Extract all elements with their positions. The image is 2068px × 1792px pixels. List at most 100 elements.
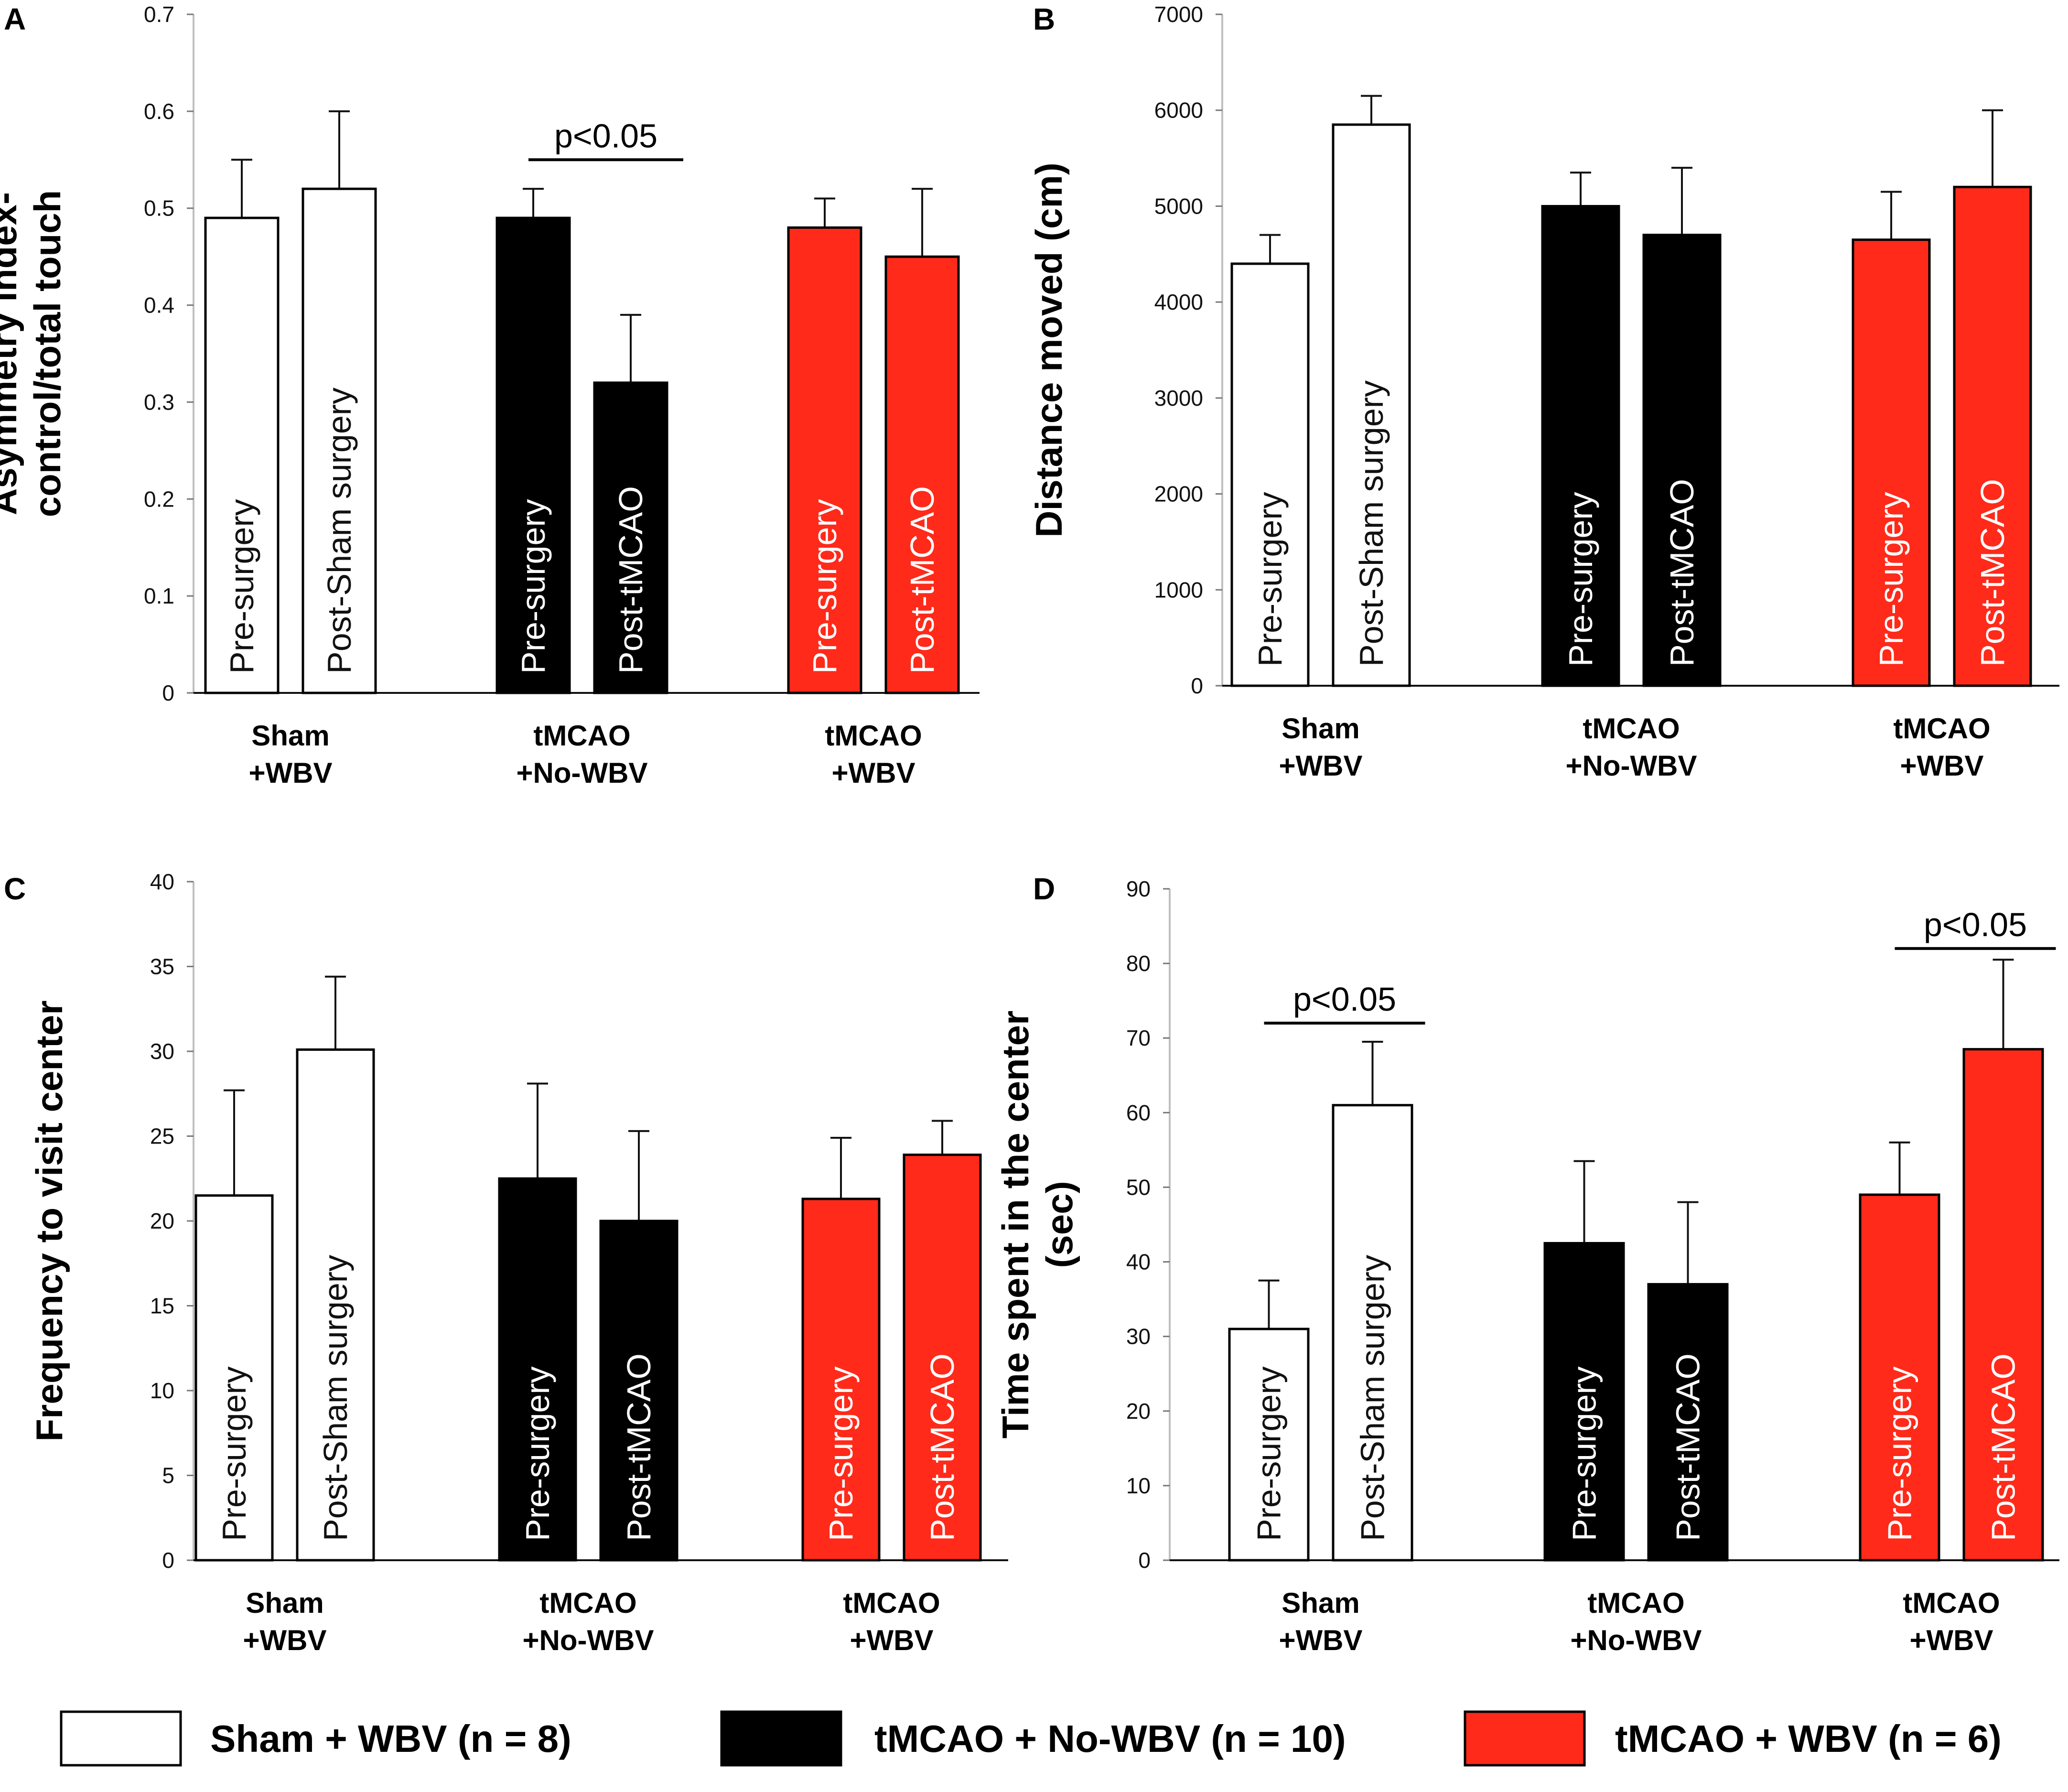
y-tick-label: 2000 [1154,482,1203,507]
legend: Sham + WBV (n = 8) tMCAO + No-WBV (n = 1… [60,1710,2002,1767]
y-tick-label: 40 [150,869,174,894]
panel-a-letter: A [4,2,26,36]
y-tick-label: 80 [1126,951,1151,976]
plot-c: 0 5 10 15 20 25 30 35 40 Frequency to visit cente… [28,869,1008,1656]
bar [1543,1242,1625,1562]
bar-label: Pre-surgery [1881,1366,1918,1541]
y-tick-label: 0.7 [144,2,174,27]
panel-b-letter: B [1033,2,1055,36]
y-tick-label: 10 [150,1378,174,1403]
y-tick-label: 0 [162,1548,174,1573]
panel-c-letter: C [4,872,26,906]
y-tick-label: 0.1 [144,583,174,608]
bar [204,216,280,694]
bar-label: Pre-surgery [515,499,552,674]
bar [1962,1048,2044,1562]
bar [801,1198,881,1562]
y-tick-label: 10 [1126,1473,1151,1498]
group-label: +WBV [1279,750,1362,782]
bar [1859,1193,1940,1562]
significance-label: p<0.05 [1293,981,1396,1018]
bar [884,255,960,694]
y-tick-label: 1000 [1154,577,1203,602]
bar-label: Post-tMCAO [1985,1353,2022,1541]
bar [1230,262,1310,687]
panel-a: A [4,2,26,36]
group-label: tMCAO [1587,1587,1684,1619]
bar [1228,1328,1310,1562]
y-axis-label: Frequency to visit center [28,1000,70,1441]
panel-c: C [4,872,26,906]
y-tick-label: 30 [1126,1324,1151,1349]
y-tick-label: 30 [150,1039,174,1064]
group-label: tMCAO [843,1587,940,1619]
y-tick-label: 90 [1126,876,1151,901]
y-axis-label: Distance moved (cm) [1028,162,1070,538]
y-tick-label: 0.2 [144,486,174,511]
bar-label: Pre-surgery [1251,492,1289,667]
y-tick-label: 0 [162,680,174,705]
bar [1953,185,2032,687]
legend-swatch-sham-wbv [60,1710,182,1767]
bar-label: Post-tMCAO [924,1353,961,1541]
bar-label: Post-tMCAO [1669,1353,1707,1541]
legend-label-tmcao-no-wbv: tMCAO + No-WBV (n = 10) [874,1717,1346,1760]
y-tick-label: 3000 [1154,386,1203,410]
significance-label: p<0.05 [1924,906,2027,943]
bar [1852,238,1931,687]
group-label: +WBV [248,757,332,789]
y-axis-label: (sec) [1038,1181,1080,1268]
bar [903,1154,982,1562]
legend-swatch-tmcao-wbv [1464,1710,1586,1767]
y-tick-label: 5000 [1154,194,1203,218]
bar [599,1220,679,1562]
panel-d-letter: D [1033,872,1055,906]
plot-b: 0 1000 2000 3000 4000 5000 6000 7000 Distance mo… [1028,2,2059,782]
legend-label-sham-wbv: Sham + WBV (n = 8) [210,1717,571,1760]
y-tick-label: 0.6 [144,99,174,124]
bar-label: Pre-surgery [806,499,843,674]
y-tick-label: 0.4 [144,293,174,318]
y-tick-label: 60 [1126,1100,1151,1125]
group-label: tMCAO [1583,712,1680,745]
bar-label: Pre-surgery [519,1366,556,1541]
bar-label: Post-Sham surgery [1353,380,1390,667]
bar-label: Post-tMCAO [612,486,649,674]
bar-label: Pre-surgery [223,499,260,674]
group-label: tMCAO [539,1587,636,1619]
bar-label: Post-tMCAO [1974,479,2011,667]
group-label: Sham [246,1587,323,1619]
bar [495,216,571,694]
bar [1647,1283,1729,1562]
y-tick-label: 15 [150,1294,174,1318]
y-tick-label: 0 [1138,1548,1151,1573]
plot-a: 0 0.1 0.2 0.3 0.4 0.5 0.6 0.7 Asymmetry index-co… [0,2,980,789]
bar [498,1177,577,1562]
y-axis-label: Time spent in the center [994,1011,1036,1439]
group-label: +WBV [1900,750,1983,782]
bar-label: Pre-surgery [1250,1366,1288,1541]
significance-label: p<0.05 [554,117,657,154]
bar [593,381,668,694]
bar-label: Pre-surgery [1562,492,1599,667]
legend-label-tmcao-wbv: tMCAO + WBV (n = 6) [1615,1717,2002,1760]
group-label: tMCAO [533,720,630,752]
bar-label: Pre-surgery [822,1366,860,1541]
y-tick-label: 40 [1126,1250,1151,1274]
group-label: Sham [1282,1587,1359,1619]
group-label: +WBV [1909,1624,1993,1656]
y-tick-label: 0.3 [144,389,174,414]
y-axis-label: control/total touch [26,190,68,518]
group-label: +No-WBV [1566,750,1697,782]
y-tick-label: 4000 [1154,290,1203,314]
bar [1541,205,1620,687]
y-tick-label: 5 [162,1463,174,1488]
y-tick-label: 20 [1126,1399,1151,1424]
y-tick-label: 50 [1126,1175,1151,1199]
group-label: +No-WBV [523,1624,654,1656]
bar-label: Post-tMCAO [1663,479,1701,667]
bar-label: Post-tMCAO [620,1353,657,1541]
bar-label: Post-Sham surgery [317,1255,354,1541]
y-tick-label: 35 [150,954,174,979]
